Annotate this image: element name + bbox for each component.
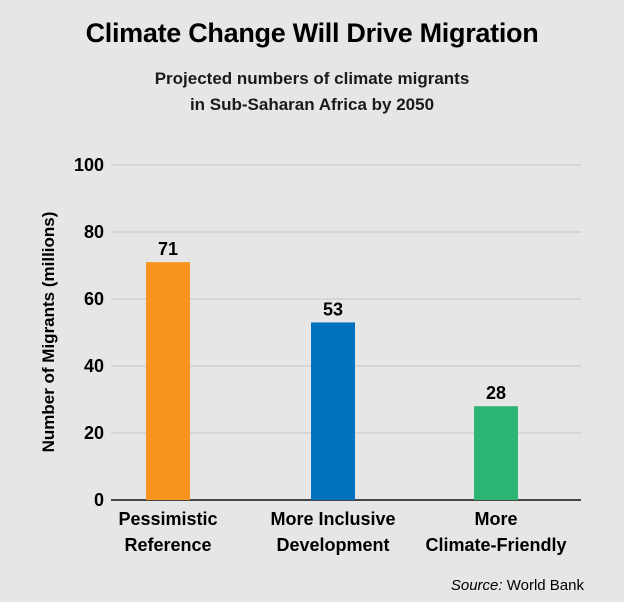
source-note: Source: World Bank	[451, 577, 585, 594]
data-labels: 71 53 28	[158, 239, 506, 403]
category-label: More Inclusive	[270, 509, 395, 529]
chart-subtitle-line-1: Projected numbers of climate migrants	[155, 69, 470, 88]
chart-subtitle-line-2: in Sub-Saharan Africa by 2050	[190, 95, 434, 114]
bar	[146, 262, 190, 500]
source-prefix: Source:	[451, 577, 503, 594]
y-tick-label: 40	[84, 356, 104, 376]
data-label: 53	[323, 299, 343, 319]
bar	[311, 322, 355, 500]
category-label: Climate-Friendly	[425, 535, 566, 555]
y-tick-label: 20	[84, 423, 104, 443]
category-labels: Pessimistic Reference More Inclusive Develo…	[118, 509, 566, 555]
y-axis-ticks: 0 20 40 60 80 100	[74, 155, 104, 510]
y-tick-label: 100	[74, 155, 104, 175]
chart-title: Climate Change Will Drive Migration	[86, 18, 539, 48]
bars	[146, 262, 518, 500]
data-label: 71	[158, 239, 178, 259]
data-label: 28	[486, 383, 506, 403]
category-label: More	[474, 509, 517, 529]
y-axis-label: Number of Migrants (millions)	[39, 212, 58, 453]
y-tick-label: 0	[94, 490, 104, 510]
y-tick-label: 60	[84, 289, 104, 309]
category-label: Reference	[124, 535, 211, 555]
source-text: World Bank	[503, 577, 585, 594]
bar	[474, 406, 518, 500]
category-label: Development	[276, 535, 389, 555]
y-tick-label: 80	[84, 222, 104, 242]
category-label: Pessimistic	[118, 509, 217, 529]
